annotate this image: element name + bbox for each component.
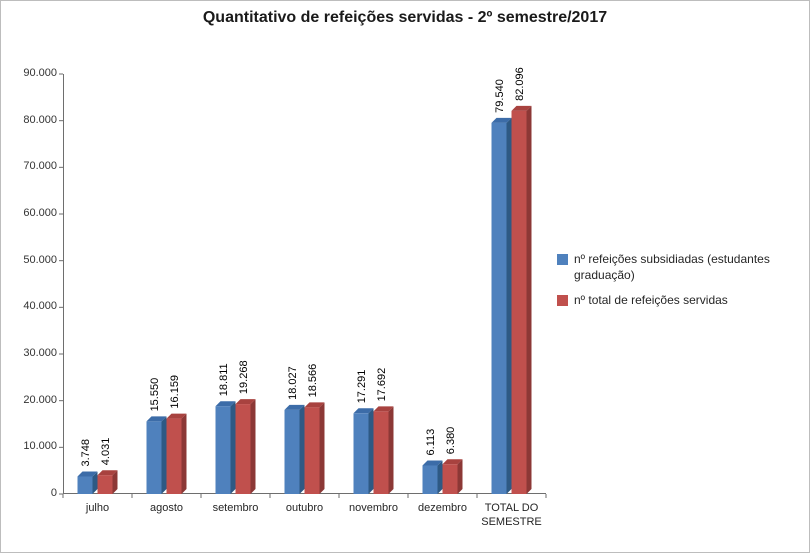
- bar-top-face: [442, 459, 463, 465]
- bar-front-face: [215, 406, 231, 494]
- y-axis-tick-label: 70.000: [23, 160, 57, 173]
- bar-side-face: [250, 399, 256, 494]
- chart-title: Quantitativo de refeições servidas - 2º …: [202, 9, 608, 26]
- y-axis-tick-label: 0: [50, 487, 57, 499]
- x-axis-category-label: agosto: [149, 502, 184, 514]
- x-axis-category-label: julho: [85, 502, 110, 514]
- y-axis-tick-label: 40.000: [23, 300, 57, 313]
- bar-side-face: [161, 416, 167, 494]
- legend: nº refeições subsidiadas (estudantes gra…: [557, 251, 807, 318]
- bar-side-face: [437, 460, 443, 494]
- bar-side-face: [230, 401, 236, 494]
- bar-front-face: [304, 407, 320, 494]
- data-label: 15.550: [149, 378, 161, 412]
- legend-swatch-icon: [557, 295, 568, 307]
- bars-canvas: 3.748 15.550 18.811 18.027 17.291 6.113 79.540…: [59, 67, 547, 498]
- legend-label: nº refeições subsidiadas (estudantes gra…: [574, 252, 770, 283]
- bar-side-face: [506, 117, 512, 495]
- data-label: 18.811: [218, 363, 230, 396]
- bar-front-face: [97, 475, 113, 494]
- bar-top-face: [97, 470, 118, 476]
- bar-series-1-cat-6: [511, 105, 532, 495]
- bar-top-face: [77, 471, 98, 477]
- data-label: 16.159: [169, 375, 181, 409]
- bar-series-0-cat-3: [284, 404, 305, 494]
- legend-label: nº total de refeições servidas: [574, 293, 728, 308]
- bar-side-face: [181, 413, 187, 494]
- x-axis-category-label: TOTAL DO SEMESTRE: [481, 502, 542, 528]
- bar-side-face: [368, 408, 374, 494]
- bar-front-face: [511, 110, 527, 495]
- legend-swatch-icon: [557, 254, 568, 265]
- bar-series-1-cat-2: [235, 399, 256, 494]
- x-axis-category-label: dezembro: [418, 502, 467, 514]
- y-axis-tick-label: 10.000: [23, 440, 57, 453]
- bar-series-1-cat-0: [97, 470, 118, 494]
- data-label: 79.540: [494, 79, 506, 113]
- bar-top-face: [235, 399, 256, 405]
- bar-series-0-cat-2: [215, 401, 236, 494]
- x-axis-category-label: outubro: [285, 502, 324, 514]
- data-label: 19.268: [238, 360, 250, 394]
- bar-series-0-cat-6: [491, 117, 512, 495]
- y-axis-tick-label: 30.000: [23, 347, 57, 359]
- bar-top-face: [491, 117, 512, 123]
- data-label: 18.027: [287, 366, 299, 400]
- plot-area: 3.748 15.550 18.811 18.027 17.291 6.113 79.540…: [23, 67, 547, 528]
- bar-top-face: [146, 416, 167, 422]
- bar-side-face: [92, 471, 98, 494]
- data-label: 6.113: [425, 429, 437, 456]
- legend-item-0: nº refeições subsidiadas (estudantes gra…: [557, 251, 807, 283]
- bar-top-face: [304, 402, 325, 408]
- y-axis-tick-label: 50.000: [23, 253, 57, 266]
- data-label: 17.692: [376, 368, 388, 402]
- x-axis-category-label: novembro: [349, 502, 398, 514]
- bar-side-face: [457, 459, 463, 494]
- bar-series-0-cat-4: [353, 408, 374, 494]
- bar-series-1-cat-3: [304, 402, 325, 494]
- data-label: 17.291: [356, 370, 368, 404]
- y-axis-tick-label: 90.000: [23, 67, 57, 79]
- data-label: 3.748: [80, 439, 92, 467]
- bar-top-face: [166, 413, 187, 419]
- bar-front-face: [422, 465, 438, 494]
- bar-series-1-cat-1: [166, 413, 187, 494]
- data-label: 6.380: [445, 427, 457, 455]
- bar-top-face: [511, 105, 532, 111]
- bar-side-face: [388, 406, 394, 494]
- bar-front-face: [373, 411, 389, 494]
- bar-top-face: [353, 408, 374, 414]
- x-axis-category-label: setembro: [212, 502, 259, 514]
- data-label: 18.566: [307, 364, 319, 398]
- bar-top-face: [373, 406, 394, 412]
- bar-front-face: [353, 413, 369, 494]
- bar-side-face: [112, 470, 118, 494]
- bar-series-0-cat-0: [77, 471, 98, 494]
- y-axis-tick-label: 20.000: [23, 393, 57, 406]
- bar-series-1-cat-4: [373, 406, 394, 494]
- bar-front-face: [146, 421, 162, 494]
- bar-series-0-cat-5: [422, 460, 443, 494]
- bar-front-face: [284, 409, 300, 494]
- bar-side-face: [526, 105, 532, 495]
- bar-side-face: [299, 404, 305, 494]
- data-label: 4.031: [100, 438, 112, 466]
- y-axis-tick-label: 80.000: [23, 113, 57, 126]
- bar-top-face: [284, 404, 305, 410]
- bar-side-face: [319, 402, 325, 494]
- bar-top-face: [215, 401, 236, 407]
- bar-series-1-cat-5: [442, 459, 463, 494]
- bar-front-face: [77, 476, 93, 494]
- legend-item-1: nº total de refeições servidas: [557, 292, 807, 308]
- bar-front-face: [491, 122, 507, 495]
- bar-front-face: [442, 464, 458, 494]
- data-label: 82.096: [514, 67, 526, 101]
- bar-front-face: [166, 418, 182, 494]
- y-axis-tick-label: 60.000: [23, 207, 57, 219]
- bar-top-face: [422, 460, 443, 466]
- bar-series-0-cat-1: [146, 416, 167, 494]
- bar-front-face: [235, 404, 251, 494]
